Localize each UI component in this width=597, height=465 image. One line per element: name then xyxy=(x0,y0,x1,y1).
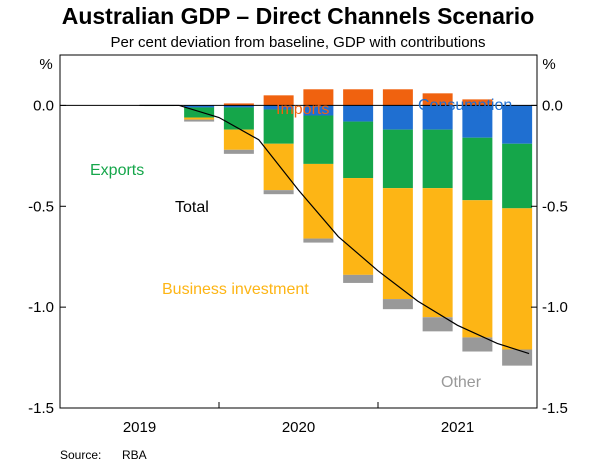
bar-exports-11 xyxy=(502,143,533,209)
annotation-consumption: Consumption xyxy=(418,97,512,114)
annotation-other: Other xyxy=(441,374,482,391)
bar-business-investment-9 xyxy=(422,188,453,318)
bar-exports-8 xyxy=(382,129,413,189)
bar-business-investment-4 xyxy=(223,129,254,150)
total-line xyxy=(139,104,530,355)
bar-business-investment-8 xyxy=(382,188,413,300)
chart-subtitle: Per cent deviation from baseline, GDP wi… xyxy=(111,34,486,51)
ytick-label-right-3: -1.5 xyxy=(542,400,568,417)
ytick-label-left-3: -1.5 xyxy=(28,400,54,417)
bar-business-investment-7 xyxy=(343,178,374,275)
bar-consumption-5 xyxy=(263,105,294,110)
bar-exports-7 xyxy=(343,121,374,179)
ytick-label-right-2: -1.0 xyxy=(542,299,568,316)
bar-other-10 xyxy=(462,337,493,352)
bar-exports-3 xyxy=(184,107,215,118)
bar-other-11 xyxy=(502,349,533,366)
bar-business-investment-3 xyxy=(184,117,215,120)
ytick-label-left-0: 0.0 xyxy=(33,97,54,114)
bar-consumption-9 xyxy=(422,105,453,130)
chart-title: Australian GDP – Direct Channels Scenari… xyxy=(62,3,535,29)
bar-other-8 xyxy=(382,299,413,310)
bar-imports-7 xyxy=(343,89,374,106)
ytick-label-left-2: -1.0 xyxy=(28,299,54,316)
bar-consumption-10 xyxy=(462,105,493,138)
ytick-label-right-1: -0.5 xyxy=(542,198,568,215)
bar-imports-9 xyxy=(422,93,453,106)
xtick-label-2019: 2019 xyxy=(123,419,156,436)
bar-other-6 xyxy=(303,238,334,243)
bar-other-5 xyxy=(263,190,294,195)
bar-exports-6 xyxy=(303,115,334,164)
bar-other-3 xyxy=(184,119,215,122)
annotation-business-investment: Business investment xyxy=(162,281,309,298)
bar-imports-4 xyxy=(223,103,254,106)
bar-consumption-11 xyxy=(502,105,533,144)
bar-imports-8 xyxy=(382,89,413,106)
ytick-label-left-1: -0.5 xyxy=(28,198,54,215)
bar-consumption-3 xyxy=(184,105,215,108)
y-unit-right: % xyxy=(542,56,555,73)
annotation-imports: Imports xyxy=(276,101,329,118)
bar-business-investment-11 xyxy=(502,208,533,350)
bar-business-investment-10 xyxy=(462,200,493,338)
bar-imports-5 xyxy=(263,95,294,106)
bar-exports-5 xyxy=(263,109,294,144)
source-value: RBA xyxy=(122,448,147,462)
bar-imports-6 xyxy=(303,89,334,106)
axes: 0.0 0.0 -0.5 -0.5 -1.0 -1.0 -1.5 -1.5 2019 2020 20… xyxy=(28,97,568,436)
bar-consumption-6 xyxy=(303,105,334,116)
annotation-total: Total xyxy=(175,199,209,216)
bar-consumption-8 xyxy=(382,105,413,130)
plot-area xyxy=(144,89,533,366)
y-unit-left: % xyxy=(39,56,52,73)
bar-consumption-4 xyxy=(223,105,254,108)
bar-exports-10 xyxy=(462,137,493,201)
bar-other-7 xyxy=(343,274,374,283)
bar-other-9 xyxy=(422,317,453,332)
annotation-exports: Exports xyxy=(90,162,144,179)
ytick-label-right-0: 0.0 xyxy=(542,97,563,114)
source-label: Source: xyxy=(60,448,101,462)
xtick-label-2021: 2021 xyxy=(441,419,474,436)
bar-exports-9 xyxy=(422,129,453,189)
bar-other-4 xyxy=(223,149,254,154)
bar-imports-10 xyxy=(462,99,493,106)
xtick-label-2020: 2020 xyxy=(282,419,315,436)
bar-exports-4 xyxy=(223,107,254,130)
bar-consumption-7 xyxy=(343,105,374,122)
plot-frame xyxy=(59,54,538,409)
